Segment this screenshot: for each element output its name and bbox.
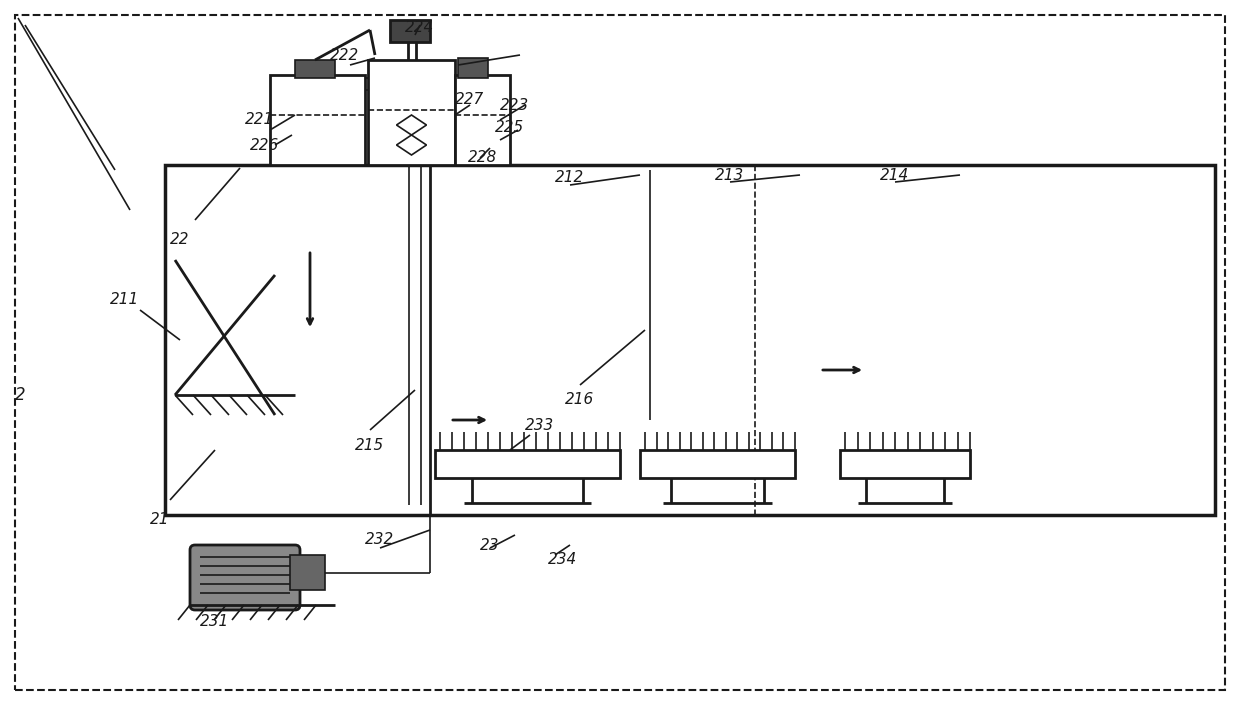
Text: 232: 232: [365, 532, 394, 548]
Bar: [435, 450, 620, 478]
Text: 224: 224: [405, 20, 434, 35]
Text: 211: 211: [110, 292, 139, 308]
Text: 215: 215: [355, 437, 384, 453]
Text: 213: 213: [715, 168, 744, 182]
Text: 22: 22: [170, 232, 190, 248]
Bar: [270, 75, 365, 165]
Text: 228: 228: [467, 151, 497, 165]
Text: 225: 225: [495, 120, 525, 135]
Text: 222: 222: [330, 47, 360, 63]
Text: 216: 216: [565, 393, 594, 408]
Text: 214: 214: [880, 168, 909, 182]
Bar: [458, 58, 489, 78]
Bar: [391, 20, 430, 42]
Text: 233: 233: [525, 417, 554, 432]
Bar: [640, 450, 795, 478]
Text: 212: 212: [556, 170, 584, 185]
Text: 221: 221: [246, 113, 274, 127]
Bar: [295, 60, 335, 78]
Bar: [368, 60, 455, 165]
Text: 2: 2: [15, 386, 26, 404]
Bar: [290, 555, 325, 590]
Bar: [165, 165, 1215, 515]
Text: 231: 231: [200, 615, 229, 629]
Text: 226: 226: [250, 137, 279, 153]
Bar: [455, 75, 510, 165]
FancyBboxPatch shape: [190, 545, 300, 610]
Text: 21: 21: [150, 513, 170, 527]
Text: 234: 234: [548, 553, 578, 567]
Text: 223: 223: [500, 97, 529, 113]
Text: 227: 227: [455, 92, 485, 108]
Text: 23: 23: [480, 537, 500, 553]
Bar: [839, 450, 970, 478]
